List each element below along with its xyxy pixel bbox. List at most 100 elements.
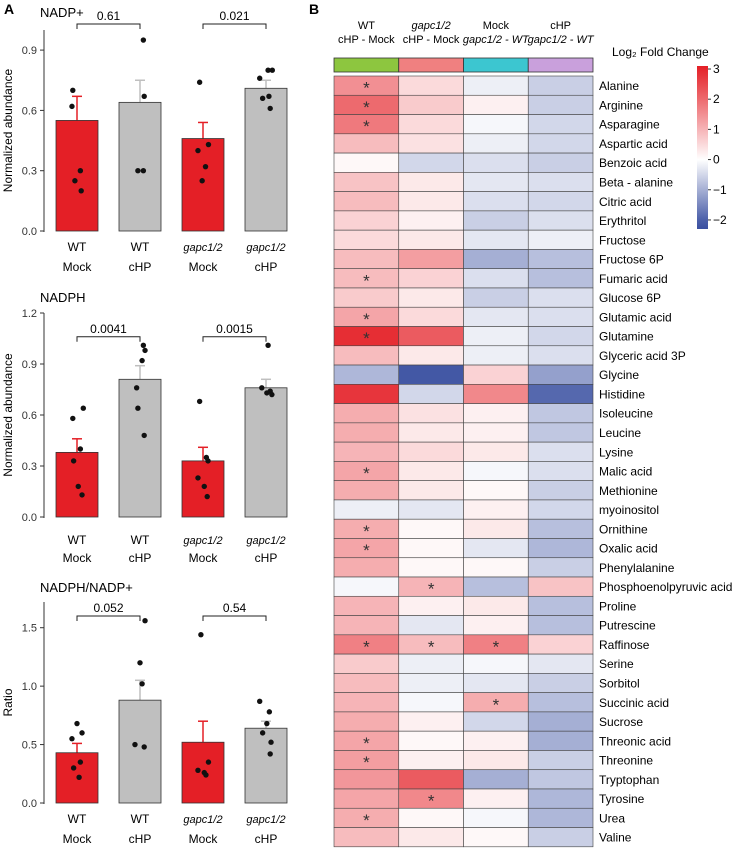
data-point <box>142 617 148 624</box>
significance-asterisk: * <box>363 734 370 753</box>
heatmap-cell <box>333 345 400 366</box>
comparison-bracket: 0.54 <box>202 601 267 622</box>
heatmap-cell <box>463 576 529 597</box>
y-axis-label: Normalized abundance <box>1 353 15 477</box>
heatmap-cell <box>463 769 529 790</box>
heatmap-row: Lysine <box>333 441 634 462</box>
heatmap-cell <box>463 692 529 713</box>
heatmap-cell <box>463 422 529 443</box>
heatmap-cell <box>398 673 464 693</box>
heatmap-cell <box>463 306 529 327</box>
data-point <box>196 79 203 85</box>
significance-asterisk: * <box>363 117 370 136</box>
x-label-treatment: Mock <box>189 832 219 846</box>
heatmap-cell <box>333 326 400 347</box>
data-point <box>77 168 84 174</box>
column-group-bar <box>333 57 400 73</box>
heatmap-cell <box>398 595 464 616</box>
heatmap-cell <box>463 653 529 674</box>
metabolite-label: Ornithine <box>599 522 648 536</box>
chart-title: NADPH/NADP+ <box>40 580 133 595</box>
heatmap-row: * Ornithine <box>333 518 648 541</box>
metabolite-label: Oxalic acid <box>599 542 658 556</box>
heatmap-cell <box>333 210 400 231</box>
heatmap-cell <box>463 114 529 135</box>
metabolite-label: Glycine <box>599 368 639 382</box>
metabolite-label: Isoleucine <box>599 407 653 421</box>
metabolite-label: Methionine <box>599 484 658 498</box>
bracket-line <box>76 615 141 622</box>
metabolite-label: Threonine <box>599 754 653 768</box>
data-point <box>266 709 273 715</box>
heatmap-cell <box>463 711 529 732</box>
data-point <box>202 163 209 170</box>
heatmap-cell <box>398 287 464 308</box>
heatmap-cell <box>333 114 400 135</box>
heatmap-cell <box>333 673 400 693</box>
metabolite-label: Sucrose <box>599 715 643 729</box>
heatmap-cell <box>463 364 529 385</box>
heatmap-cell <box>527 788 594 809</box>
heatmap-cell <box>527 673 594 693</box>
x-label-genotype: WT <box>131 812 150 826</box>
heatmap-cell <box>463 807 529 828</box>
x-label-genotype: WT <box>131 240 150 254</box>
data-point <box>70 458 77 464</box>
bracket-line <box>202 23 267 29</box>
data-point <box>269 391 275 398</box>
bracket-line <box>202 336 267 342</box>
heatmap-cell <box>333 422 400 443</box>
heatmap-cell <box>463 634 529 655</box>
heatmap-cell <box>527 827 594 848</box>
bar <box>181 138 225 232</box>
heatmap-cell <box>527 75 594 96</box>
x-label-genotype: WT <box>68 533 87 547</box>
heatmap-cell <box>398 172 464 192</box>
bar <box>118 101 162 232</box>
x-label-treatment: Mock <box>63 260 93 274</box>
metabolite-label: Histidine <box>599 387 645 401</box>
heatmap-cell <box>527 403 594 424</box>
heatmap-row: Citric acid <box>333 191 652 212</box>
heatmap-row: * Malic acid <box>333 461 652 483</box>
heatmap-cell <box>398 480 464 501</box>
heatmap-cell <box>463 518 529 539</box>
colorbar-tick-label: −2 <box>713 213 727 227</box>
heatmap-cell <box>527 326 594 347</box>
metabolite-label: Fructose 6P <box>599 253 664 267</box>
metabolite-label: Aspartic acid <box>599 137 668 151</box>
x-label-treatment: cHP <box>255 551 278 565</box>
heatmap-cell <box>527 172 594 192</box>
bar-chart-3: NADPH/NADP+ Ratio 0.0 0.5 1.0 1.5 0.052 0.54 WT M… <box>1 580 288 846</box>
significance-asterisk: * <box>363 98 370 117</box>
column-group-bar <box>463 57 529 73</box>
heatmap-cell <box>527 229 594 250</box>
metabolite-label: Putrescine <box>599 619 656 633</box>
y-tick-label: 0.3 <box>22 461 37 473</box>
heatmap-cell <box>333 499 400 520</box>
heatmap-cell <box>463 827 529 848</box>
data-point <box>266 93 272 100</box>
heatmap-cell <box>398 326 464 347</box>
bracket-line <box>76 23 141 29</box>
heatmap-cell <box>333 94 400 115</box>
data-point <box>139 681 145 687</box>
heatmap-row: * Arginine <box>333 94 643 117</box>
column-header-line1: WT <box>358 20 375 32</box>
heatmap-row: Tryptophan <box>333 769 659 790</box>
heatmap-cell <box>398 461 464 481</box>
heatmap-cell <box>527 94 594 115</box>
heatmap-cell <box>333 692 400 713</box>
heatmap-row: Leucine <box>333 422 641 443</box>
heatmap-cell <box>527 538 594 559</box>
heatmap-cell <box>398 403 464 424</box>
heatmap-cell <box>333 133 400 154</box>
column-header-line1: Mock <box>483 20 510 32</box>
data-point <box>137 660 143 666</box>
comparison-bracket: 0.052 <box>76 601 141 622</box>
heatmap-row: Erythritol <box>333 210 646 231</box>
metabolite-label: Arginine <box>599 98 643 112</box>
heatmap-cell <box>463 210 529 231</box>
heatmap-cell <box>333 595 400 616</box>
data-point <box>139 357 145 364</box>
